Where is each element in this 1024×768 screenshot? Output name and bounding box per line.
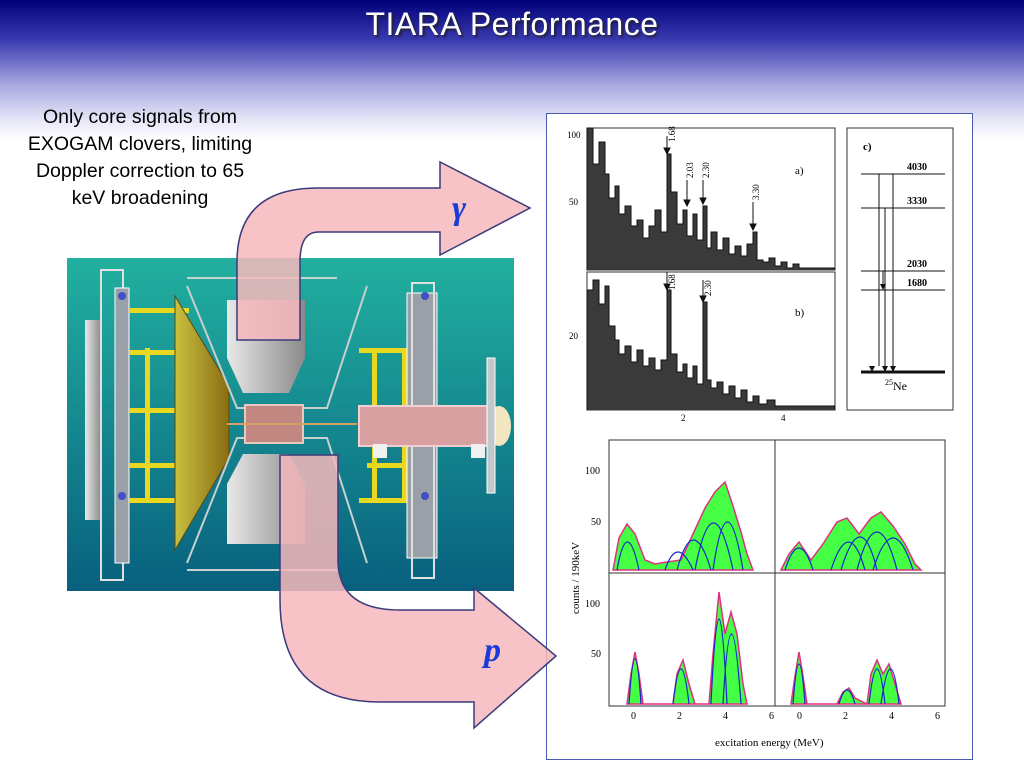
xtick-2: 2 [681,413,686,423]
proton-xtick-2-left: 2 [677,711,682,722]
left-end-plate [85,320,101,520]
peak-label-b-2-30: 2.30 [703,280,713,296]
proton-xtick-6-left: 6 [769,711,774,722]
ytick-50: 50 [569,197,579,207]
proton-fit-bottom-left [626,591,748,705]
gamma-a-histogram [586,127,836,270]
peak-label-b-1-68: 1.68 [667,274,677,290]
ytick-20: 20 [569,331,579,341]
spectra-panel: 100 50 1.68 2.03 2.30 3.30 a) 20 1.68 2.… [546,113,973,760]
slide-title: TIARA Performance [365,6,659,42]
exogam-clover-top [227,300,305,393]
nucleus-mass: 25 [885,378,893,387]
right-end-plate [486,357,496,494]
caption-text: Only core signals from EXOGAM clovers, l… [27,106,253,209]
peak-label-2-03: 2.03 [685,162,695,178]
gamma-spectrum-a: 100 50 1.68 2.03 2.30 3.30 a) [567,126,836,271]
gamma-spectrum-b: 20 1.68 2.30 b) 2 4 [569,271,836,423]
tiara-detector-figure [67,258,514,591]
proton-xtick-0-right: 0 [797,711,802,722]
proton-fit-top-right [779,511,923,571]
peak-label-2-30: 2.30 [701,162,711,178]
proton-fit-top-left [612,480,755,571]
proton-ytick-50-bottom: 50 [591,649,601,660]
gamma-b-histogram [586,279,836,410]
proton-fit-bottom-right [790,651,903,706]
proton-xtick-6-right: 6 [935,711,940,722]
ytick-100: 100 [567,130,581,140]
proton-spectra: 100 50 100 50 0 2 4 6 0 2 4 6 counts / 1… [570,439,946,749]
gamma-transition-arrow [869,366,875,372]
xtick-4: 4 [781,413,786,423]
proton-ytick-50-top: 50 [591,517,601,528]
gamma-b-peak-markers [663,272,707,304]
level-scheme-c: c) 4030 3330 2030 1680 25Ne [846,127,954,411]
level-4030: 4030 [907,162,927,173]
connector-box [373,444,387,458]
panel-c-label: c) [863,141,872,153]
proton-xtick-2-right: 2 [843,711,848,722]
panel-b-label: b) [795,307,805,319]
peak-label-3-30: 3.30 [751,184,761,200]
level-1680: 1680 [907,278,927,289]
proton-xtick-4-right: 4 [889,711,894,722]
proton-xtick-0-left: 0 [631,711,636,722]
left-frame-bar-inner [114,287,130,564]
proton-label: p [484,632,501,669]
panel-a-label: a) [795,165,804,177]
exogam-clover-bottom [227,454,305,544]
svg-text:25Ne: 25Ne [885,378,907,393]
gamma-label: γ [452,190,467,227]
proton-xtick-4-left: 4 [723,711,728,722]
level-2030: 2030 [907,259,927,270]
peak-label-1-68: 1.68 [667,126,677,142]
proton-ytick-100-top: 100 [585,466,600,477]
beamline-housing [358,405,490,447]
proton-xlabel: excitation energy (MeV) [715,737,824,749]
connector-box-2 [471,444,485,458]
gamma-a-peak-markers [663,136,757,232]
proton-ytick-100-bottom: 100 [585,599,600,610]
nucleus-symbol: Ne [893,379,907,393]
proton-ylabel: counts / 190keV [570,542,582,614]
level-3330: 3330 [907,196,927,207]
